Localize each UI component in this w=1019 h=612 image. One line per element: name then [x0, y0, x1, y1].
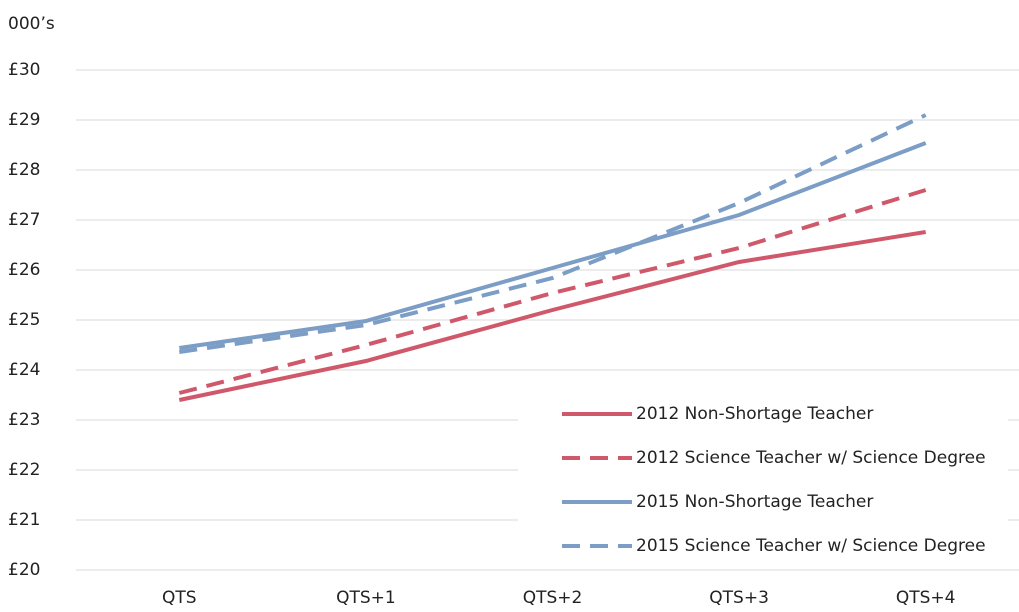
legend-label: 2015 Non-Shortage Teacher	[636, 492, 873, 512]
y-tick-label: £28	[8, 160, 40, 180]
y-tick-label: £26	[8, 260, 40, 280]
y-tick-label: £23	[8, 410, 40, 430]
x-tick-label: QTS+1	[336, 588, 396, 608]
x-tick-label: QTS+2	[523, 588, 583, 608]
x-tick-label: QTS+3	[709, 588, 769, 608]
legend-box	[518, 392, 1008, 568]
legend-label: 2015 Science Teacher w/ Science Degree	[636, 536, 986, 556]
y-tick-label: £21	[8, 510, 40, 530]
x-tick-label: QTS+4	[896, 588, 956, 608]
y-tick-label: £22	[8, 460, 40, 480]
y-tick-label: £30	[8, 60, 40, 80]
legend-label: 2012 Science Teacher w/ Science Degree	[636, 448, 986, 468]
y-tick-label: £29	[8, 110, 40, 130]
series-line	[178, 230, 927, 402]
series-line	[179, 113, 927, 354]
y-tick-label: £27	[8, 210, 40, 230]
y-tick-label: £25	[8, 310, 40, 330]
y-tick-label: £20	[8, 560, 40, 580]
y-tick-label: £24	[8, 360, 40, 380]
x-tick-label: QTS	[162, 588, 197, 608]
y-axis-label: 000’s	[8, 14, 55, 34]
legend-label: 2012 Non-Shortage Teacher	[636, 404, 873, 424]
series-line	[178, 188, 927, 395]
series-line	[179, 141, 927, 350]
